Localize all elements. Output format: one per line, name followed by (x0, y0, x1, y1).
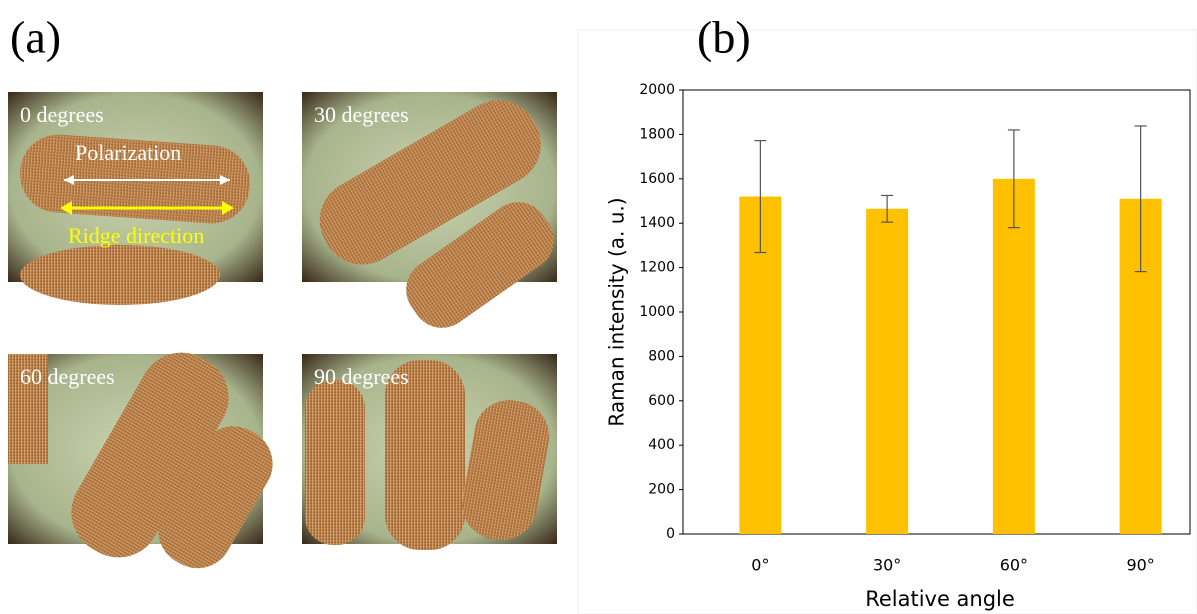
image-caption: 0 degrees (20, 102, 104, 127)
x-tick-label: 90° (1126, 556, 1154, 575)
x-axis-label: Relative angle (865, 587, 1015, 611)
page: (a) (b) 0 degrees 30 degrees 60 degrees … (0, 0, 1197, 614)
y-tick-label: 2000 (639, 82, 675, 98)
y-tick-label: 1400 (639, 215, 675, 231)
x-tick-label: 30° (873, 556, 901, 575)
figure: (a) (b) 0 degrees 30 degrees 60 degrees … (0, 0, 1197, 614)
y-tick-label: 800 (648, 348, 675, 364)
x-tick-label: 60° (1000, 556, 1028, 575)
bar (866, 209, 908, 534)
y-tick-label: 0 (666, 526, 675, 542)
annotation: Ridge direction (68, 223, 204, 248)
image-caption: 90 degrees (314, 364, 409, 389)
y-tick-label: 400 (648, 437, 675, 453)
annotation: Polarization (75, 140, 181, 165)
y-tick-label: 1000 (639, 304, 675, 320)
x-tick-label: 0° (751, 556, 769, 575)
y-tick-label: 1600 (639, 171, 675, 187)
y-axis-label: Raman intensity (a. u.) (605, 197, 629, 426)
bar (993, 179, 1035, 534)
y-tick-label: 200 (648, 482, 675, 498)
image-caption: 60 degrees (20, 364, 115, 389)
y-tick-label: 600 (648, 393, 675, 409)
image-caption: 30 degrees (314, 102, 409, 127)
y-tick-label: 1200 (639, 260, 675, 276)
panel-label: (a) (10, 12, 61, 63)
y-tick-label: 1800 (639, 126, 675, 142)
panel-label: (b) (697, 12, 751, 63)
